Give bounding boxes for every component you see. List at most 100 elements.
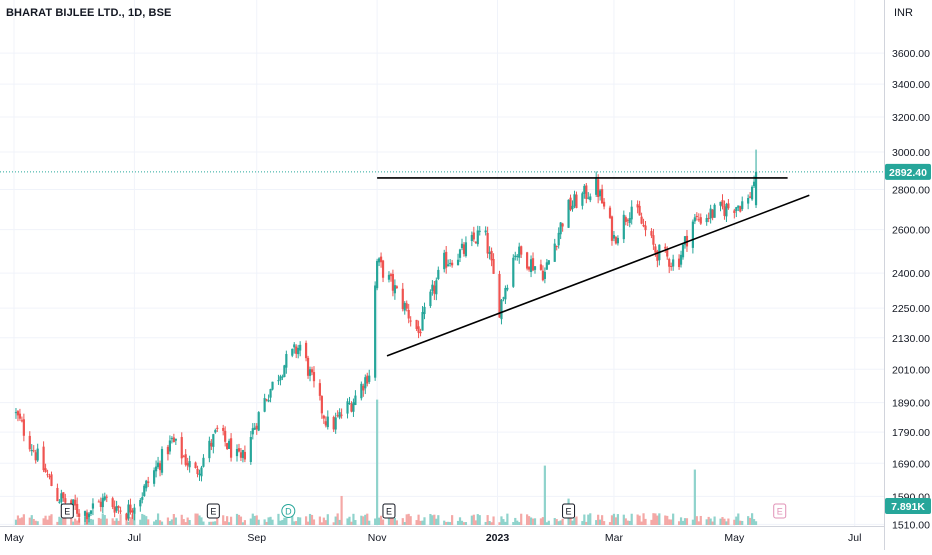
volume-bar — [547, 520, 550, 525]
price-tick-label: 2130.00 — [892, 333, 930, 345]
time-tick-label: Mar — [605, 532, 624, 544]
candle-body — [212, 434, 215, 447]
candle-body — [642, 224, 645, 227]
volume-bar — [20, 517, 23, 525]
candle-body — [285, 354, 288, 368]
candle-body — [131, 510, 134, 513]
volume-bar — [186, 517, 189, 525]
volume-bar — [650, 519, 653, 525]
currency-label: INR — [894, 7, 913, 19]
candle-body — [409, 320, 412, 322]
volume-bar — [421, 520, 424, 525]
candle-body — [141, 497, 144, 500]
earnings-marker — [773, 503, 787, 519]
volume-bar — [180, 514, 183, 525]
earnings-marker-label: E — [386, 507, 392, 517]
candle-body — [555, 246, 558, 248]
candle-body — [78, 513, 81, 517]
volume-bar — [322, 517, 325, 525]
volume-bar — [16, 515, 20, 525]
volume-bar — [543, 465, 546, 525]
candle-body — [99, 501, 102, 508]
volume-bar — [664, 515, 667, 525]
volume-bar — [500, 516, 503, 525]
candle-body — [352, 402, 355, 412]
volume-bar — [226, 516, 229, 525]
volume-bar — [581, 521, 584, 525]
candle-body — [306, 357, 310, 376]
time-tick-label: Sep — [247, 532, 266, 544]
candle-body — [184, 454, 187, 465]
price-tick-label: 3600.00 — [892, 48, 930, 60]
price-axis[interactable]: 3600.00 3400.00 3200.00 3000.00 2800.00 2600.… — [884, 0, 932, 550]
candle-body — [72, 499, 75, 506]
volume-bar — [608, 522, 612, 525]
price-tick-label: 2800.00 — [892, 184, 930, 196]
volume-bar — [143, 514, 146, 525]
volume-bar — [119, 514, 122, 525]
volume-bar — [285, 518, 288, 525]
volume-bar — [447, 521, 450, 525]
candle-body — [707, 217, 710, 219]
volume-bar — [237, 514, 241, 525]
candle-body — [133, 507, 136, 514]
candle-body — [125, 513, 128, 520]
volume-bar — [196, 513, 199, 525]
candle-body — [237, 448, 241, 452]
volume-bar — [99, 518, 102, 525]
candle-body — [249, 436, 252, 462]
candle-body — [460, 243, 464, 249]
candle-body — [48, 476, 51, 478]
candle-body — [403, 302, 406, 311]
candle-body — [379, 256, 383, 263]
volume-bar — [174, 517, 177, 525]
volume-bar — [610, 515, 614, 525]
candle-body — [583, 185, 586, 194]
candle-body — [389, 274, 393, 277]
candle-body — [366, 375, 369, 384]
candle-body — [666, 249, 669, 257]
volume-bar — [265, 521, 268, 525]
volume-bar — [387, 515, 391, 525]
candle-body — [293, 344, 296, 348]
volume-bar — [654, 513, 657, 525]
candle-body — [610, 216, 614, 241]
volume-bar — [42, 518, 45, 525]
volume-bar — [658, 513, 661, 525]
volume-bar — [70, 517, 73, 525]
candle-body — [381, 260, 385, 278]
volume-bar — [557, 521, 560, 525]
candle-body — [214, 430, 217, 433]
volume-bar — [474, 520, 477, 525]
candle-body — [437, 269, 440, 280]
volume-bar — [249, 518, 252, 525]
candle-body — [567, 199, 570, 228]
volume-bar — [585, 521, 588, 525]
volume-bar — [131, 514, 134, 525]
candle-body — [470, 235, 473, 242]
volume-bar — [561, 518, 564, 525]
volume-bar — [527, 516, 531, 525]
candle-body — [421, 312, 424, 331]
candle-body — [154, 466, 158, 472]
volume-bar — [668, 519, 671, 525]
candle-body — [737, 205, 740, 208]
time-axis[interactable]: May Jul Sep Nov 2023 Mar May Jul — [0, 526, 884, 545]
volume-bar — [431, 515, 434, 525]
volume-bar — [105, 518, 108, 525]
candle-body — [36, 448, 39, 461]
candle-body — [76, 503, 79, 514]
volume-bar — [374, 518, 377, 525]
volume-bar — [277, 513, 280, 525]
volume-bar — [437, 515, 440, 525]
volume-bar — [602, 521, 606, 525]
volume-bar — [243, 520, 247, 525]
candle-body — [429, 291, 432, 307]
candle-body — [340, 414, 343, 416]
candle-body — [622, 214, 625, 240]
candle-body — [241, 450, 245, 458]
candle-body — [443, 252, 446, 270]
